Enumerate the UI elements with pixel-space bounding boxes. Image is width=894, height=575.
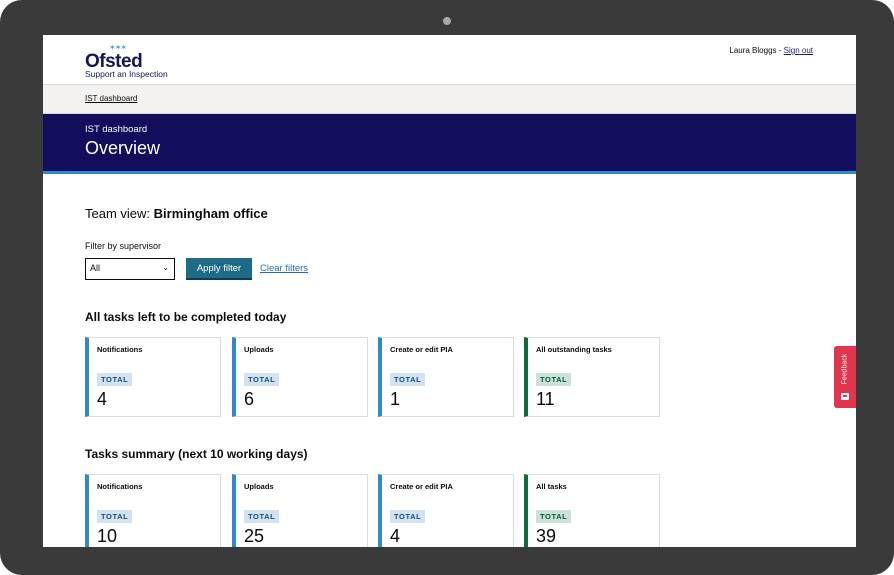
team-view-heading: Team view: Birmingham office bbox=[85, 206, 268, 221]
card-value: 39 bbox=[536, 526, 557, 546]
summary-card-create-edit-pia[interactable]: Create or edit PIA TOTAL 4 bbox=[378, 474, 514, 547]
service-name: Support an Inspection bbox=[85, 69, 168, 79]
sign-out-link[interactable]: Sign out bbox=[783, 46, 813, 55]
feedback-label: Feedback bbox=[841, 353, 849, 385]
breadcrumb: IST dashboard bbox=[43, 85, 856, 114]
card-total-badge: TOTAL bbox=[390, 373, 426, 386]
card-total-badge: TOTAL bbox=[536, 510, 572, 523]
feedback-icon bbox=[841, 393, 849, 400]
card-total-badge: TOTAL bbox=[536, 373, 572, 386]
card-title: Notifications bbox=[97, 345, 143, 354]
today-card-uploads[interactable]: Uploads TOTAL 6 bbox=[232, 337, 368, 417]
user-area: Laura Bloggs - Sign out bbox=[729, 46, 813, 55]
user-name: Laura Bloggs bbox=[729, 46, 777, 55]
apply-filter-button[interactable]: Apply filter bbox=[186, 258, 252, 280]
page-caption: IST dashboard bbox=[85, 124, 148, 135]
summary-card-uploads[interactable]: Uploads TOTAL 25 bbox=[232, 474, 368, 547]
card-total-badge: TOTAL bbox=[390, 510, 426, 523]
card-title: All outstanding tasks bbox=[536, 345, 612, 354]
today-card-create-edit-pia[interactable]: Create or edit PIA TOTAL 1 bbox=[378, 337, 514, 417]
card-total-badge: TOTAL bbox=[97, 510, 133, 523]
feedback-tab[interactable]: Feedback bbox=[834, 346, 856, 408]
logo-stars-icon: ✶✶✶ bbox=[109, 43, 127, 52]
card-value: 6 bbox=[244, 389, 255, 409]
app-screen: ✶✶✶ Ofsted Support an Inspection Laura B… bbox=[43, 35, 856, 547]
card-value: 11 bbox=[536, 389, 555, 409]
card-total-badge: TOTAL bbox=[244, 510, 280, 523]
card-title: Create or edit PIA bbox=[390, 482, 453, 491]
summary-section-heading: Tasks summary (next 10 working days) bbox=[85, 447, 308, 461]
card-title: Uploads bbox=[244, 482, 274, 491]
card-title: Create or edit PIA bbox=[390, 345, 453, 354]
card-value: 10 bbox=[97, 526, 118, 546]
today-card-all-outstanding[interactable]: All outstanding tasks TOTAL 11 bbox=[524, 337, 660, 417]
today-section-heading: All tasks left to be completed today bbox=[85, 310, 287, 324]
clear-filters-link[interactable]: Clear filters bbox=[260, 263, 309, 274]
card-value: 4 bbox=[97, 389, 108, 409]
breadcrumb-item-ist-dashboard[interactable]: IST dashboard bbox=[85, 94, 138, 103]
card-total-badge: TOTAL bbox=[244, 373, 280, 386]
card-total-badge: TOTAL bbox=[97, 373, 133, 386]
site-header: ✶✶✶ Ofsted Support an Inspection Laura B… bbox=[43, 35, 856, 85]
user-separator: - bbox=[776, 46, 784, 55]
chevron-down-icon: ⌄ bbox=[162, 263, 169, 272]
card-title: Uploads bbox=[244, 345, 274, 354]
supervisor-select[interactable]: All ⌄ bbox=[85, 258, 175, 280]
page-banner: IST dashboard Overview bbox=[43, 114, 856, 174]
card-value: 4 bbox=[390, 526, 401, 546]
logo-wordmark: Ofsted bbox=[85, 51, 143, 72]
card-value: 1 bbox=[390, 389, 401, 409]
team-view-prefix: Team view: bbox=[85, 206, 154, 221]
today-card-notifications[interactable]: Notifications TOTAL 4 bbox=[85, 337, 221, 417]
camera-dot bbox=[443, 17, 451, 25]
summary-card-all-tasks[interactable]: All tasks TOTAL 39 bbox=[524, 474, 660, 547]
page-title: Overview bbox=[85, 138, 161, 158]
team-view-office: Birmingham office bbox=[153, 206, 268, 221]
card-title: All tasks bbox=[536, 482, 567, 491]
ofsted-logo[interactable]: ✶✶✶ Ofsted Support an Inspection bbox=[85, 43, 225, 79]
card-title: Notifications bbox=[97, 482, 143, 491]
supervisor-select-value: All bbox=[90, 263, 101, 273]
filter-label: Filter by supervisor bbox=[85, 241, 162, 251]
card-value: 25 bbox=[244, 526, 265, 546]
summary-card-notifications[interactable]: Notifications TOTAL 10 bbox=[85, 474, 221, 547]
